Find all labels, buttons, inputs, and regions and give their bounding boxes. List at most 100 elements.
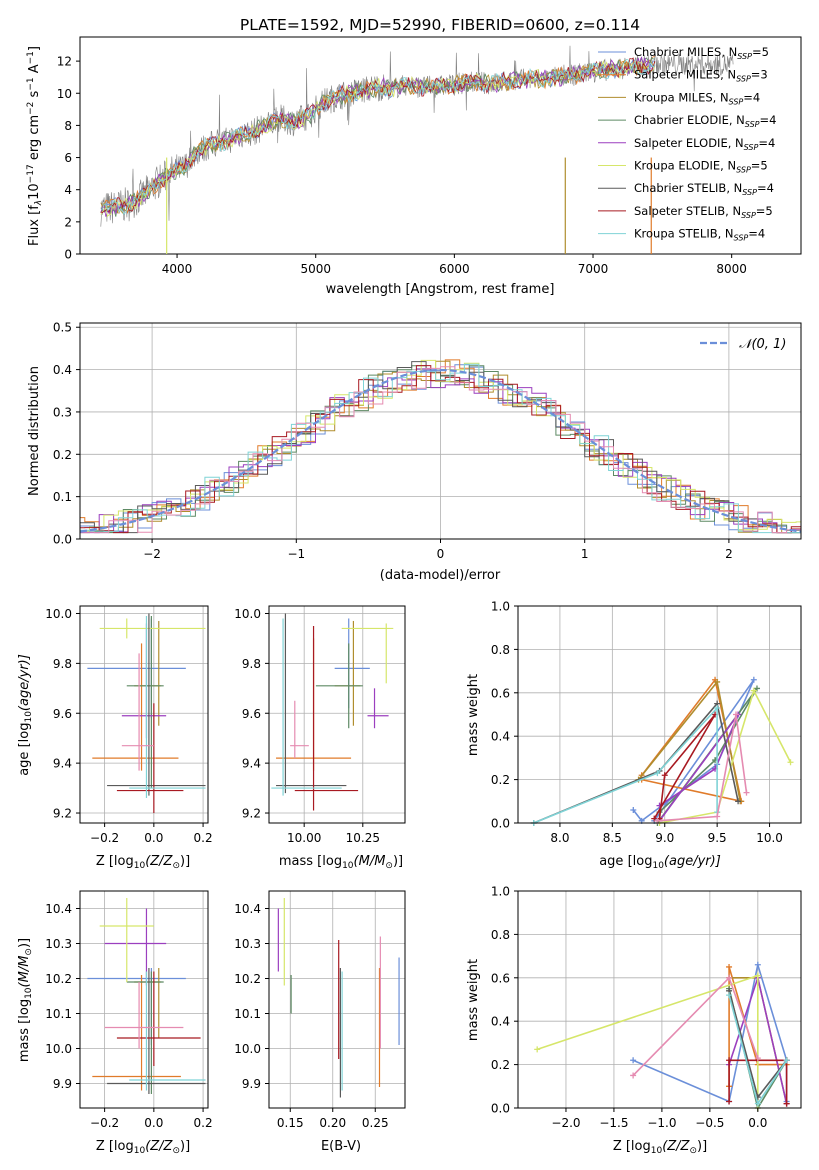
p8-ytick-label: 0.6 (491, 971, 510, 985)
p8-xtick-label: −2.0 (551, 1116, 580, 1130)
p8-xlabel: Z [log10(Z/Z⊙)] (613, 1139, 707, 1156)
p5-xtick-label: 9.5 (708, 831, 727, 845)
p8-point (726, 1098, 733, 1105)
p6-xtick-label: −0.2 (90, 1116, 119, 1130)
spectrum-legend-label: Kroupa ELODIE, NSSP=5 (634, 159, 768, 175)
spectrum-ytick-label: 0 (64, 248, 72, 262)
p3-frame (79, 605, 209, 824)
p8-point (783, 1057, 790, 1064)
p5-point (750, 676, 757, 683)
p5-ylabel: mass weight (466, 674, 481, 756)
spectrum-ylabel: Flux [fλ10−17 erg cm−2 s−1 A−1] (26, 46, 44, 246)
p7-ytick-label: 9.9 (242, 1077, 261, 1091)
p5-point (787, 759, 794, 766)
histogram-series-9 (80, 366, 801, 534)
p5-ytick-label: 0.2 (491, 773, 510, 787)
histogram-panel: −2 −1 0 1 2 0.0 0.1 0.2 0.3 0.4 0.5 (data-model)/… (27, 321, 802, 583)
p8-xtick-label: −1.5 (599, 1116, 628, 1130)
spectrum-ytick-label: 2 (64, 215, 72, 229)
histogram-ytick-label: 0.5 (53, 321, 72, 335)
p8-marks (534, 961, 790, 1111)
p8-xtick-label: −1.0 (647, 1116, 676, 1130)
p8-ytick-label: 0.2 (491, 1058, 510, 1072)
histogram-ylabel: Normed distribution (27, 366, 42, 496)
p5-ytick-label: 0.8 (491, 643, 510, 657)
p7-xtick-label: 0.25 (362, 1116, 389, 1130)
spectrum-xlabel: wavelength [Angstrom, rest frame] (326, 282, 555, 297)
histogram-series-5 (80, 359, 801, 532)
spectrum-legend-label: Chabrier ELODIE, NSSP=4 (634, 113, 776, 129)
spectrum-legend-label: Salpeter ELODIE, NSSP=4 (634, 136, 775, 152)
p8-ytick-label: 0.4 (491, 1015, 510, 1029)
age-massweight-panel: 8.0 8.5 9.0 9.5 10.0 0.0 0.2 0.4 0.6 0.8 1.0 (491, 600, 802, 845)
p3-xtick-label: 0.0 (144, 831, 163, 845)
p5-series-6 (533, 701, 739, 824)
mass-age-panel: 10.00 10.25 9.2 9.4 9.6 9.8 10.0 (234, 605, 406, 845)
p5-point (733, 711, 740, 718)
spectrum-frame (79, 36, 802, 255)
spectrum-ytick-label: 6 (64, 151, 72, 165)
p5-point (753, 685, 760, 692)
p4-ytick-label: 10.0 (234, 607, 261, 621)
p7-xtick-label: 0.15 (277, 1116, 304, 1130)
p8-point (754, 972, 761, 979)
p5-frame (517, 605, 802, 824)
p5-ytick-label: 0.6 (491, 686, 510, 700)
p3-xtick-label: −0.2 (90, 831, 119, 845)
p8-ytick-label: 1.0 (491, 885, 510, 899)
p5-xtick-label: 10.0 (756, 831, 783, 845)
p8-point (630, 1057, 637, 1064)
p4-xtick-label: 10.25 (346, 831, 380, 845)
p8-ylabel: mass weight (466, 959, 481, 1041)
p7-ytick-label: 10.4 (234, 902, 261, 916)
histogram-xtick-label: 2 (725, 547, 733, 561)
p3-xlabel: Z [log10(Z/Z⊙)] (96, 854, 190, 871)
spectrum-panel: PLATE=1592, MJD=52990, FIBERID=0600, z=0… (26, 16, 802, 297)
histogram-xticks: −2 −1 0 1 2 (143, 539, 733, 561)
histogram-xtick-label: −1 (287, 547, 305, 561)
spectrum-ytick-label: 10 (57, 87, 72, 101)
gaussian-curve (79, 368, 802, 533)
histogram-ytick-label: 0.3 (53, 405, 72, 419)
histogram-series-7 (80, 365, 801, 534)
p5-xtick-label: 8.0 (550, 831, 569, 845)
p5-point (750, 687, 757, 694)
p7-marks (277, 898, 400, 1098)
p6-ytick-label: 10.2 (45, 972, 72, 986)
p6-xtick-label: 0.0 (144, 1116, 163, 1130)
p6-ytick-label: 10.1 (45, 1007, 72, 1021)
p6-ytick-label: 9.9 (53, 1077, 72, 1091)
p8-point (534, 1046, 541, 1053)
p5-ytick-label: 0.4 (491, 730, 510, 744)
spectrum-legend-label: Kroupa STELIB, NSSP=4 (634, 227, 765, 243)
histogram-xtick-label: 0 (437, 547, 445, 561)
spectrum-ytick-label: 8 (64, 119, 72, 133)
model-spectrum-5 (100, 59, 656, 217)
p5-xtick-label: 8.5 (603, 831, 622, 845)
p5-point (654, 770, 661, 777)
p8-point (754, 1055, 761, 1062)
p4-xlabel: mass [log10(M/M⊙)] (279, 854, 403, 871)
p4-marks (271, 613, 394, 811)
p4-ytick-label: 9.2 (242, 807, 261, 821)
gaussian-legend-label: 𝒩(0, 1) (739, 337, 786, 352)
histogram-ytick-label: 0.0 (53, 533, 72, 547)
p8-point (726, 992, 733, 999)
p3-ytick-label: 9.6 (53, 707, 72, 721)
p6-ytick-label: 10.0 (45, 1042, 72, 1056)
p5-series-7 (653, 713, 716, 820)
p7-frame (268, 890, 406, 1109)
p3-xtick-label: 0.2 (194, 831, 213, 845)
spectrum-title: PLATE=1592, MJD=52990, FIBERID=0600, z=0… (240, 16, 640, 34)
p5-point (743, 789, 750, 796)
spectrum-xtick-label: 5000 (300, 262, 331, 276)
p5-xlabel: age [log10(age/yr)] (599, 854, 721, 871)
p8-point (754, 961, 761, 968)
spectrum-xtick-label: 6000 (439, 262, 470, 276)
histogram-ytick-label: 0.1 (53, 490, 72, 504)
p5-series-4 (658, 714, 739, 822)
p7-ytick-label: 10.0 (234, 1042, 261, 1056)
spectrum-legend-label: Chabrier MILES, NSSP=5 (634, 45, 769, 61)
p5-point (651, 815, 658, 822)
p6-marks (87, 898, 206, 1094)
